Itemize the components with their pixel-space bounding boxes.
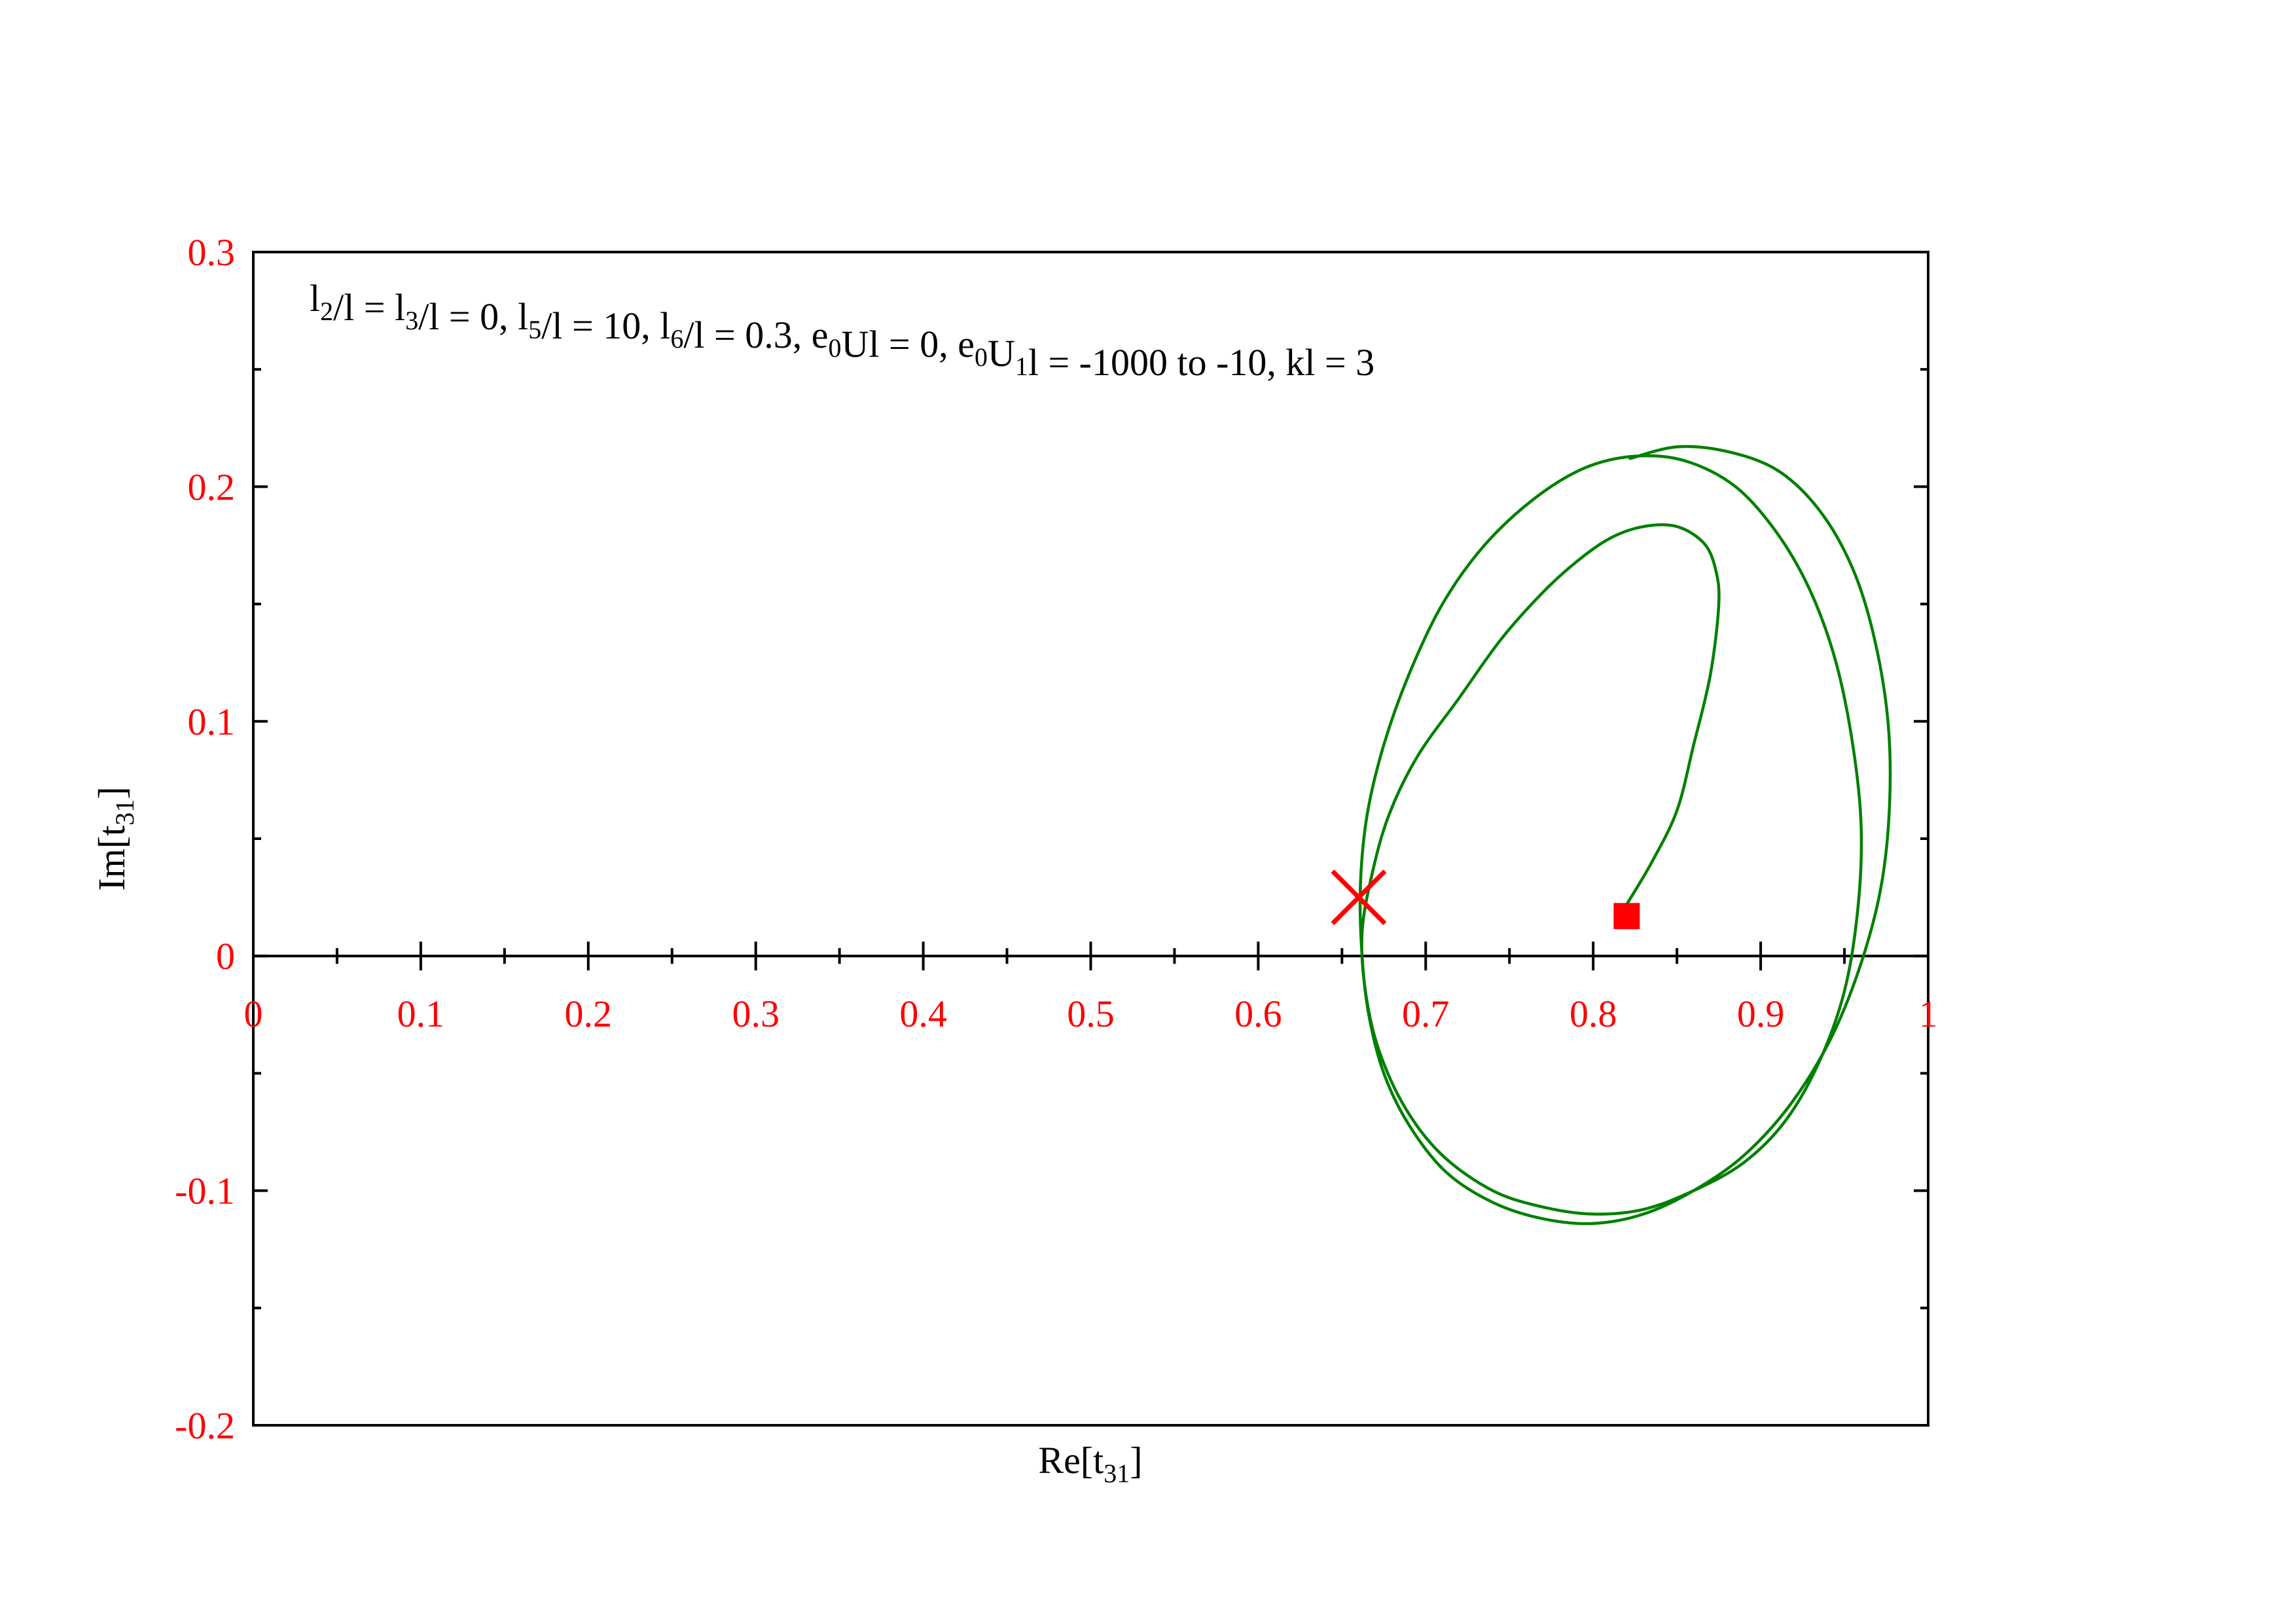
annotation-sub-1: 3 xyxy=(405,306,418,335)
x-axis-label-main: Re[t xyxy=(1038,1439,1103,1482)
y-tick-label: -0.1 xyxy=(175,1170,235,1213)
x-tick-label: 0.1 xyxy=(397,993,445,1035)
markers xyxy=(1331,869,1640,930)
x-tick-label: 0.3 xyxy=(732,993,780,1035)
x-tick-label: 0.9 xyxy=(1737,993,1785,1035)
y-tick-labels: -0.2 -0.1 0 0.1 0.2 0.3 xyxy=(175,231,235,1447)
square-marker xyxy=(1613,903,1640,930)
y-axis-label: Im[t31] xyxy=(90,786,139,890)
annotation-sub-3: 6 xyxy=(670,324,683,354)
x-tick-label: 0.4 xyxy=(899,993,947,1035)
axis-ticks xyxy=(252,251,1929,1427)
cross-marker xyxy=(1331,869,1387,926)
x-tick-label: 1 xyxy=(1919,993,1938,1035)
annotation-sub-5: 0 xyxy=(975,342,988,372)
annotation-part-2: /l = 0, l xyxy=(418,295,528,338)
x-tick-label: 0.5 xyxy=(1067,993,1115,1035)
y-tick-label: 0.1 xyxy=(188,701,236,743)
annotation-part-4: /l = 0.3, e xyxy=(683,314,828,356)
annotation-part-5: Ul = 0, e xyxy=(842,323,975,365)
y-tick-label: 0.2 xyxy=(188,465,236,508)
cross-marker-stroke-b xyxy=(1331,869,1387,926)
annotation-sub-2: 5 xyxy=(528,315,541,344)
annotation-sub-0: 2 xyxy=(320,297,333,326)
x-axis-label-sub: 31 xyxy=(1103,1459,1130,1488)
x-tick-labels: 0 0.1 0.2 0.3 0.4 0.5 0.6 0.7 0.8 0.9 1 xyxy=(244,993,1938,1035)
annotation-part-3: /l = 10, l xyxy=(541,304,670,347)
y-tick-label: 0.3 xyxy=(188,231,236,274)
annotation-sub-4: 0 xyxy=(829,333,842,363)
y-axis-label-sub: 31 xyxy=(110,799,139,826)
annotation-part-1: /l = l xyxy=(333,286,405,329)
x-tick-label: 0.8 xyxy=(1570,993,1617,1035)
annotation-sub-6: 1 xyxy=(1015,352,1028,381)
annotation-part-6: U xyxy=(988,332,1015,374)
series-curve xyxy=(1358,445,1892,1226)
y-axis-label-main: Im[t xyxy=(90,826,133,891)
x-tick-label: 0.7 xyxy=(1402,993,1450,1035)
x-tick-label: 0.6 xyxy=(1234,993,1282,1035)
annotation-part-0: l xyxy=(310,277,320,319)
x-axis-label: Re[t31] xyxy=(1038,1439,1142,1488)
y-tick-label: 0 xyxy=(216,935,235,977)
y-axis-label-end: ] xyxy=(90,786,133,799)
annotation-part-7: l = -1000 to -10, kl = 3 xyxy=(1028,341,1374,384)
chart-annotation: l2/l = l3/l = 0, l5/l = 10, l6/l = 0.3, … xyxy=(310,277,1374,384)
x-tick-label: 0.2 xyxy=(565,993,613,1035)
plot-frame xyxy=(252,251,1929,1427)
x-axis-label-end: ] xyxy=(1130,1439,1142,1482)
y-tick-label: -0.2 xyxy=(175,1404,235,1447)
x-tick-label: 0 xyxy=(244,993,263,1035)
